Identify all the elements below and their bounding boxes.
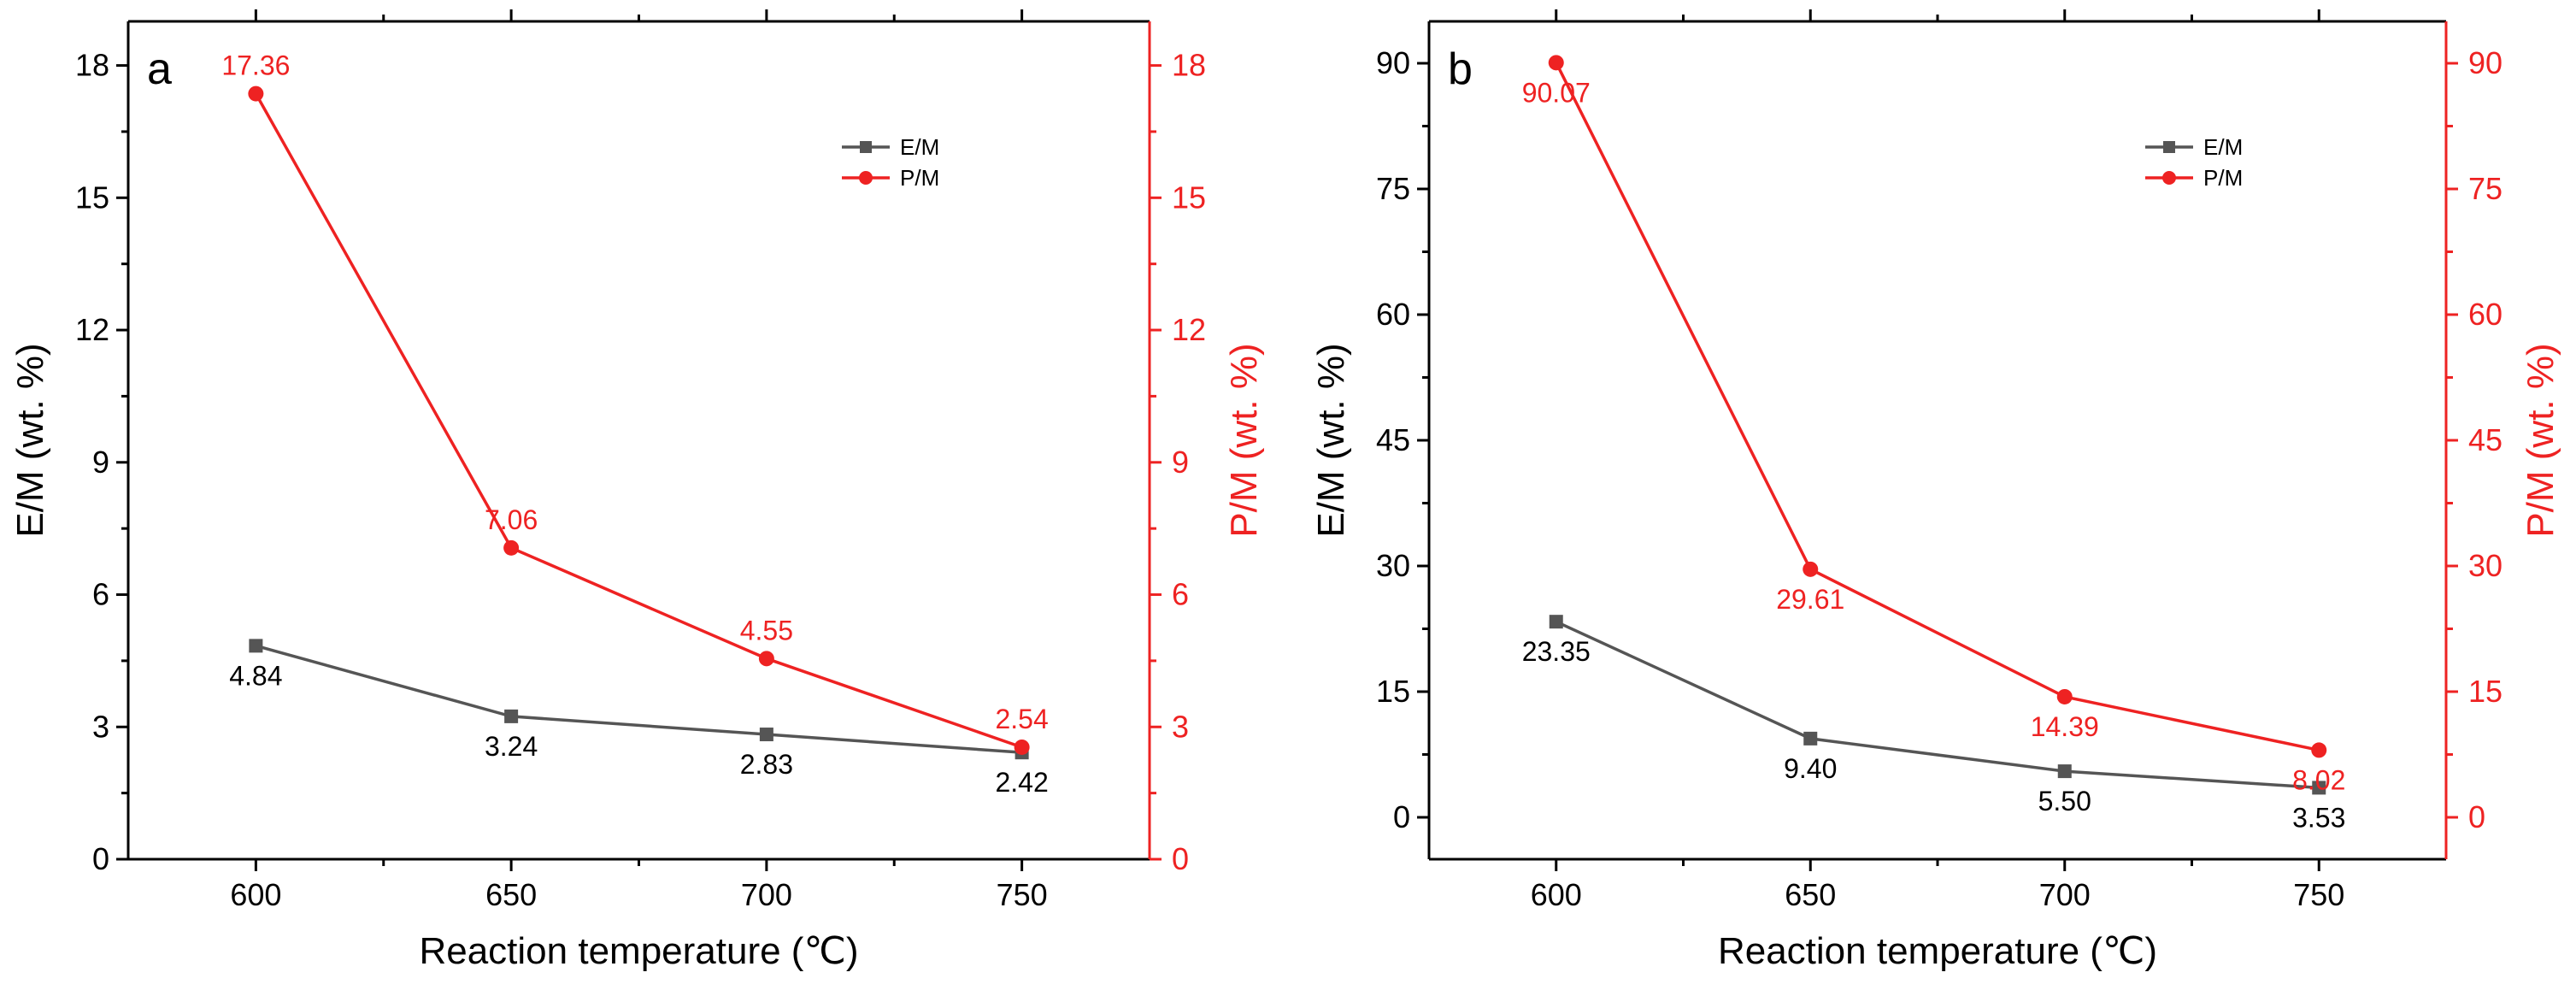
- data-label-em: 2.83: [740, 749, 793, 780]
- data-point-pm: [2311, 742, 2327, 758]
- data-label-pm: 8.02: [2292, 764, 2345, 795]
- y-left-tick-label: 3: [92, 709, 109, 744]
- x-tick-label: 700: [2039, 877, 2091, 912]
- x-tick-label: 600: [1531, 877, 1582, 912]
- y-left-tick-label: 18: [75, 48, 109, 83]
- panel-letter: a: [147, 44, 172, 94]
- data-label-em: 9.40: [1784, 753, 1837, 784]
- y-right-tick-label: 12: [1172, 312, 1206, 347]
- data-label-em: 2.42: [995, 767, 1048, 798]
- x-axis-title: Reaction temperature (℃): [1718, 930, 2157, 972]
- x-tick-label: 700: [741, 877, 792, 912]
- legend-marker: [859, 171, 873, 185]
- data-point-em: [504, 709, 519, 723]
- y-left-tick-label: 60: [1376, 297, 1410, 332]
- data-label-pm: 7.06: [485, 504, 538, 535]
- y-left-tick-label: 15: [1376, 674, 1410, 709]
- data-point-pm: [1014, 739, 1030, 755]
- y-left-tick-label: 0: [1393, 799, 1410, 834]
- y-left-tick-label: 30: [1376, 548, 1410, 583]
- data-point-em: [1803, 731, 1818, 746]
- data-label-pm: 4.55: [740, 615, 793, 645]
- x-tick-label: 750: [2293, 877, 2344, 912]
- legend-marker: [860, 141, 872, 153]
- y-right-tick-label: 18: [1172, 48, 1206, 83]
- data-label-pm: 90.07: [1522, 77, 1591, 108]
- y-right-tick-label: 15: [1172, 180, 1206, 215]
- y-right-axis-title: P/M (wt. %): [2520, 343, 2561, 537]
- panel-letter: b: [1448, 44, 1473, 94]
- legend-label: E/M: [900, 134, 939, 160]
- data-label-em: 5.50: [2038, 786, 2091, 816]
- data-point-em: [2312, 781, 2326, 795]
- data-point-pm: [1803, 561, 1819, 577]
- y-left-tick-label: 12: [75, 312, 109, 347]
- y-right-tick-label: 3: [1172, 709, 1189, 744]
- legend-label: E/M: [2203, 134, 2243, 160]
- legend-label: P/M: [2203, 165, 2243, 191]
- data-point-pm: [1548, 55, 1564, 71]
- x-tick-label: 650: [485, 877, 537, 912]
- legend-marker: [2162, 171, 2176, 185]
- y-right-tick-label: 6: [1172, 577, 1189, 612]
- legend-marker: [2163, 141, 2175, 153]
- data-point-em: [2057, 764, 2072, 779]
- series-line-pm: [1555, 62, 2320, 752]
- y-right-tick-label: 15: [2468, 674, 2502, 709]
- legend-label: P/M: [900, 165, 939, 191]
- data-label-em: 23.35: [1522, 636, 1591, 667]
- data-label-em: 4.84: [229, 660, 282, 691]
- data-point-pm: [2056, 688, 2073, 704]
- data-point-pm: [248, 85, 264, 102]
- y-left-tick-label: 6: [92, 577, 109, 612]
- series-line-em: [1556, 620, 2320, 790]
- y-left-tick-label: 15: [75, 180, 109, 215]
- x-axis-title: Reaction temperature (℃): [419, 930, 858, 972]
- y-right-axis-title: P/M (wt. %): [1223, 343, 1265, 537]
- chart-panel-b: 600 650 700 750 0 0 15 15 30 30 45 45 60 60 75 75 90 90 Re…: [1310, 9, 2561, 972]
- data-label-pm: 17.36: [221, 50, 290, 81]
- data-label-pm: 29.61: [1776, 584, 1844, 615]
- data-point-pm: [503, 539, 520, 556]
- series-line-em: [255, 644, 1022, 754]
- y-left-tick-label: 45: [1376, 422, 1410, 457]
- data-label-pm: 14.39: [2031, 711, 2099, 742]
- chart-panel-a: 600 650 700 750 0 0 3 3 6 6 9 9 12 12 15 15 18 18 Reaction…: [9, 9, 1265, 972]
- y-right-tick-label: 30: [2468, 548, 2502, 583]
- x-tick-label: 650: [1785, 877, 1836, 912]
- data-point-em: [249, 639, 263, 653]
- y-right-tick-label: 0: [2468, 799, 2485, 834]
- data-label-pm: 2.54: [995, 704, 1048, 734]
- y-right-tick-label: 90: [2468, 45, 2502, 80]
- y-right-tick-label: 45: [2468, 422, 2502, 457]
- y-right-tick-label: 60: [2468, 297, 2502, 332]
- y-right-tick-label: 9: [1172, 445, 1189, 480]
- data-label-em: 3.53: [2292, 802, 2345, 833]
- data-point-em: [759, 728, 773, 742]
- y-left-axis-title: E/M (wt. %): [1310, 343, 1352, 537]
- data-label-em: 3.24: [485, 731, 538, 762]
- y-left-tick-label: 9: [92, 445, 109, 480]
- y-right-tick-label: 75: [2468, 171, 2502, 206]
- y-right-tick-label: 0: [1172, 841, 1189, 876]
- series-line-pm: [254, 92, 1023, 749]
- x-tick-label: 750: [997, 877, 1048, 912]
- x-tick-label: 600: [230, 877, 281, 912]
- y-left-tick-label: 90: [1376, 45, 1410, 80]
- y-left-tick-label: 75: [1376, 171, 1410, 206]
- y-left-axis-title: E/M (wt. %): [9, 343, 51, 537]
- y-left-tick-label: 0: [92, 841, 109, 876]
- data-point-em: [1549, 615, 1563, 629]
- data-point-pm: [758, 651, 774, 667]
